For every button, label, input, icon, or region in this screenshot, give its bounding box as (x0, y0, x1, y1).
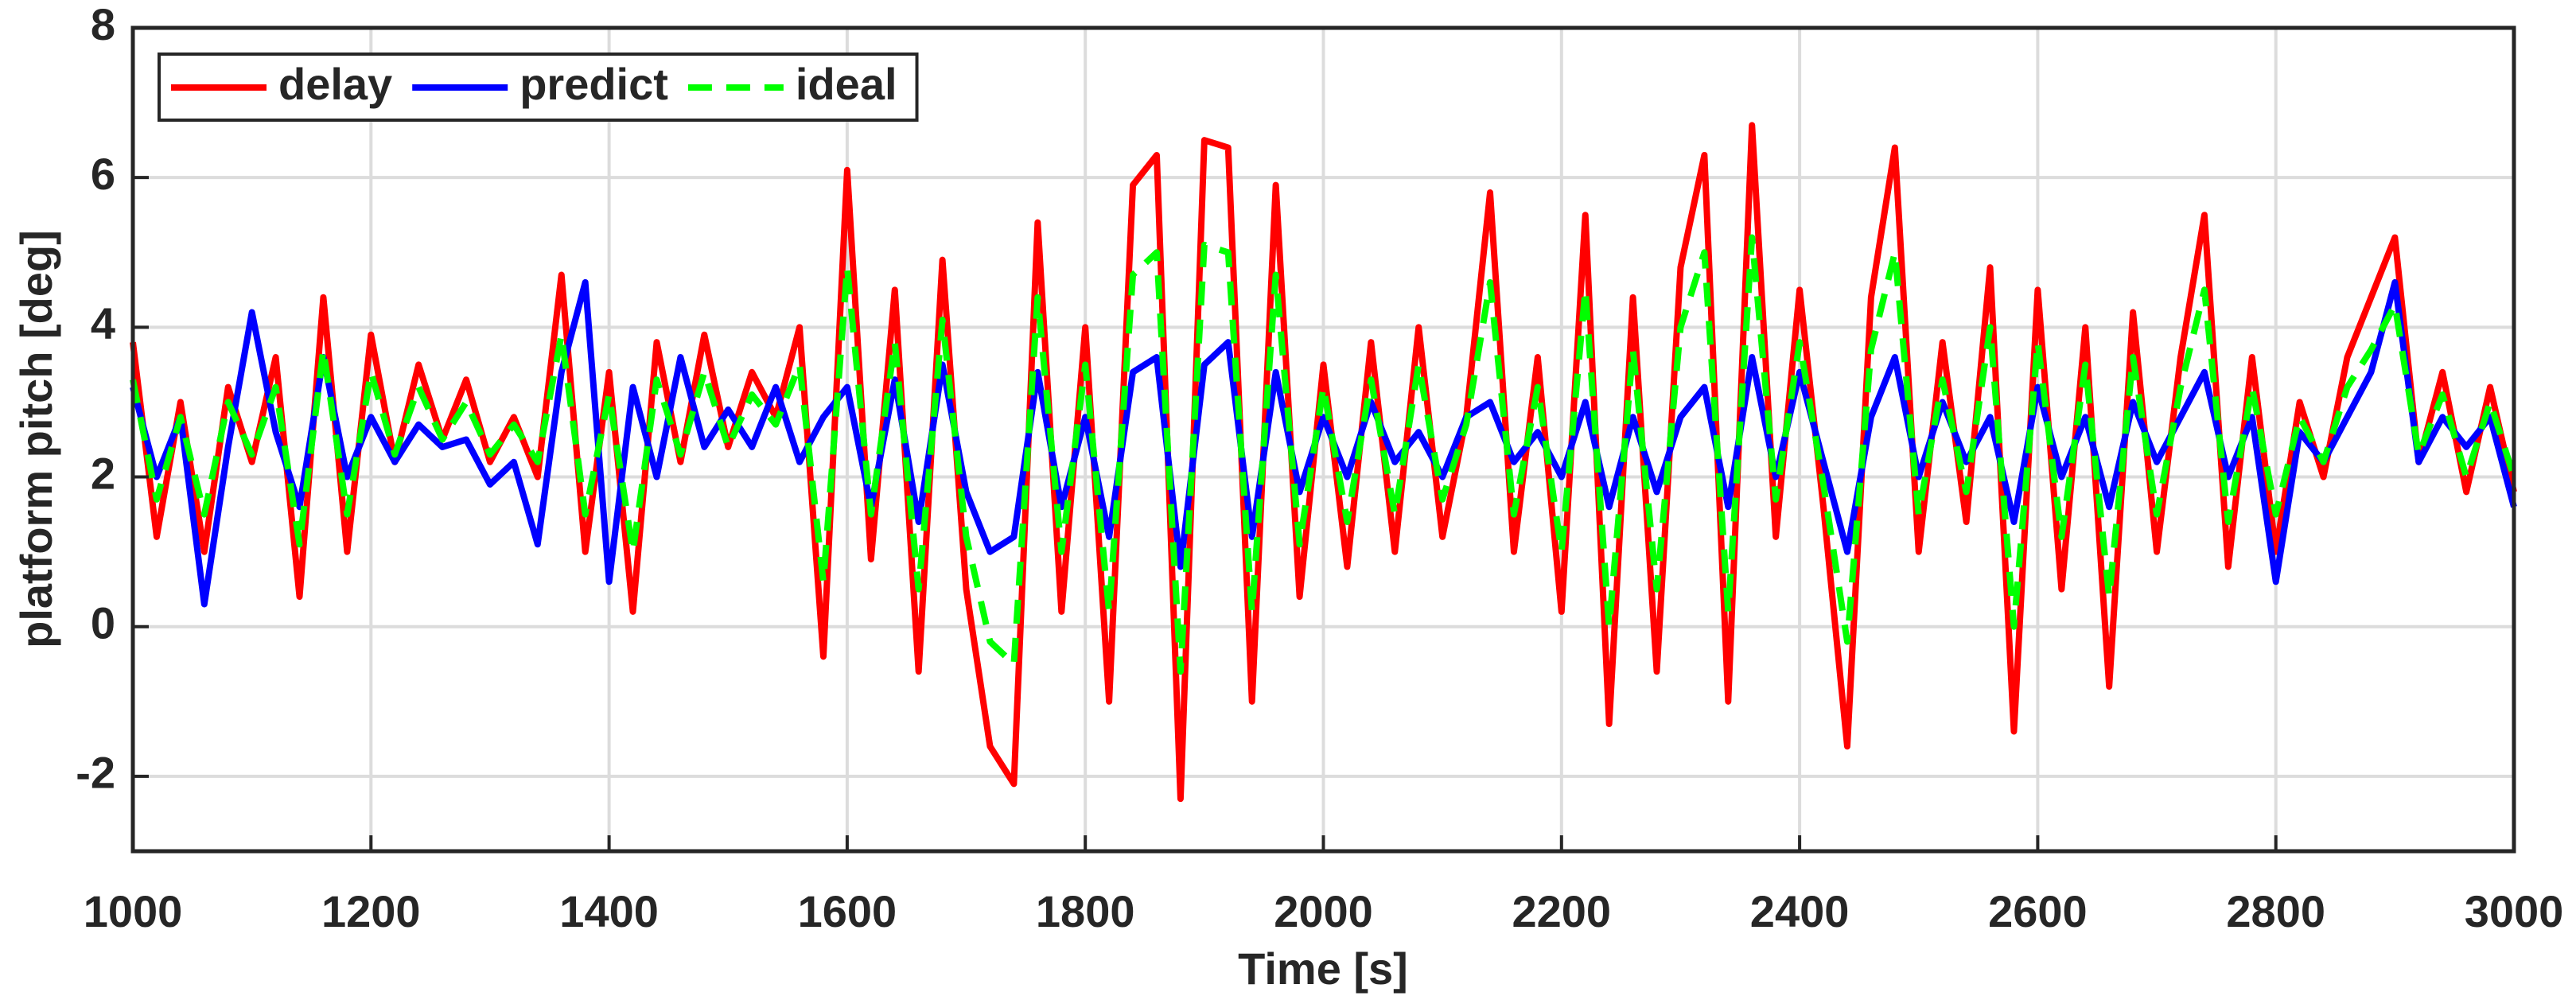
legend-box (158, 53, 919, 122)
y-tick-label: -2 (76, 748, 115, 798)
x-tick-label: 1400 (559, 886, 659, 936)
legend: delay predict ideal (158, 53, 919, 122)
ticks: 1000 1200 1400 1600 1800 2000 2200 2400 2600 2800… (76, 0, 2563, 936)
x-tick-label: 2000 (1274, 886, 1373, 936)
x-tick-label: 2600 (1988, 886, 2088, 936)
plot-area (130, 122, 2517, 803)
y-tick-label: 0 (91, 598, 115, 648)
x-tick-label: 1600 (798, 886, 897, 936)
x-tick-label: 2200 (1512, 886, 1612, 936)
y-tick-label: 2 (91, 448, 115, 498)
x-tick-label: 2800 (2226, 886, 2325, 936)
y-tick-label: 8 (91, 0, 115, 49)
legend-label: predict (519, 59, 668, 109)
x-tick-label: 3000 (2465, 886, 2564, 936)
y-tick-label: 4 (91, 298, 115, 348)
x-tick-label: 2400 (1750, 886, 1850, 936)
series-line (130, 278, 2517, 608)
x-tick-label: 1200 (321, 886, 421, 936)
y-axis-label: platform pitch [deg] (11, 230, 61, 648)
y-tick-label: 6 (91, 149, 115, 199)
legend-label: delay (278, 59, 392, 109)
series-line (130, 122, 2517, 803)
x-axis-label: Time [s] (1238, 943, 1408, 994)
legend-label: ideal (796, 59, 897, 109)
x-tick-label: 1000 (84, 886, 183, 936)
x-tick-label: 1800 (1036, 886, 1135, 936)
